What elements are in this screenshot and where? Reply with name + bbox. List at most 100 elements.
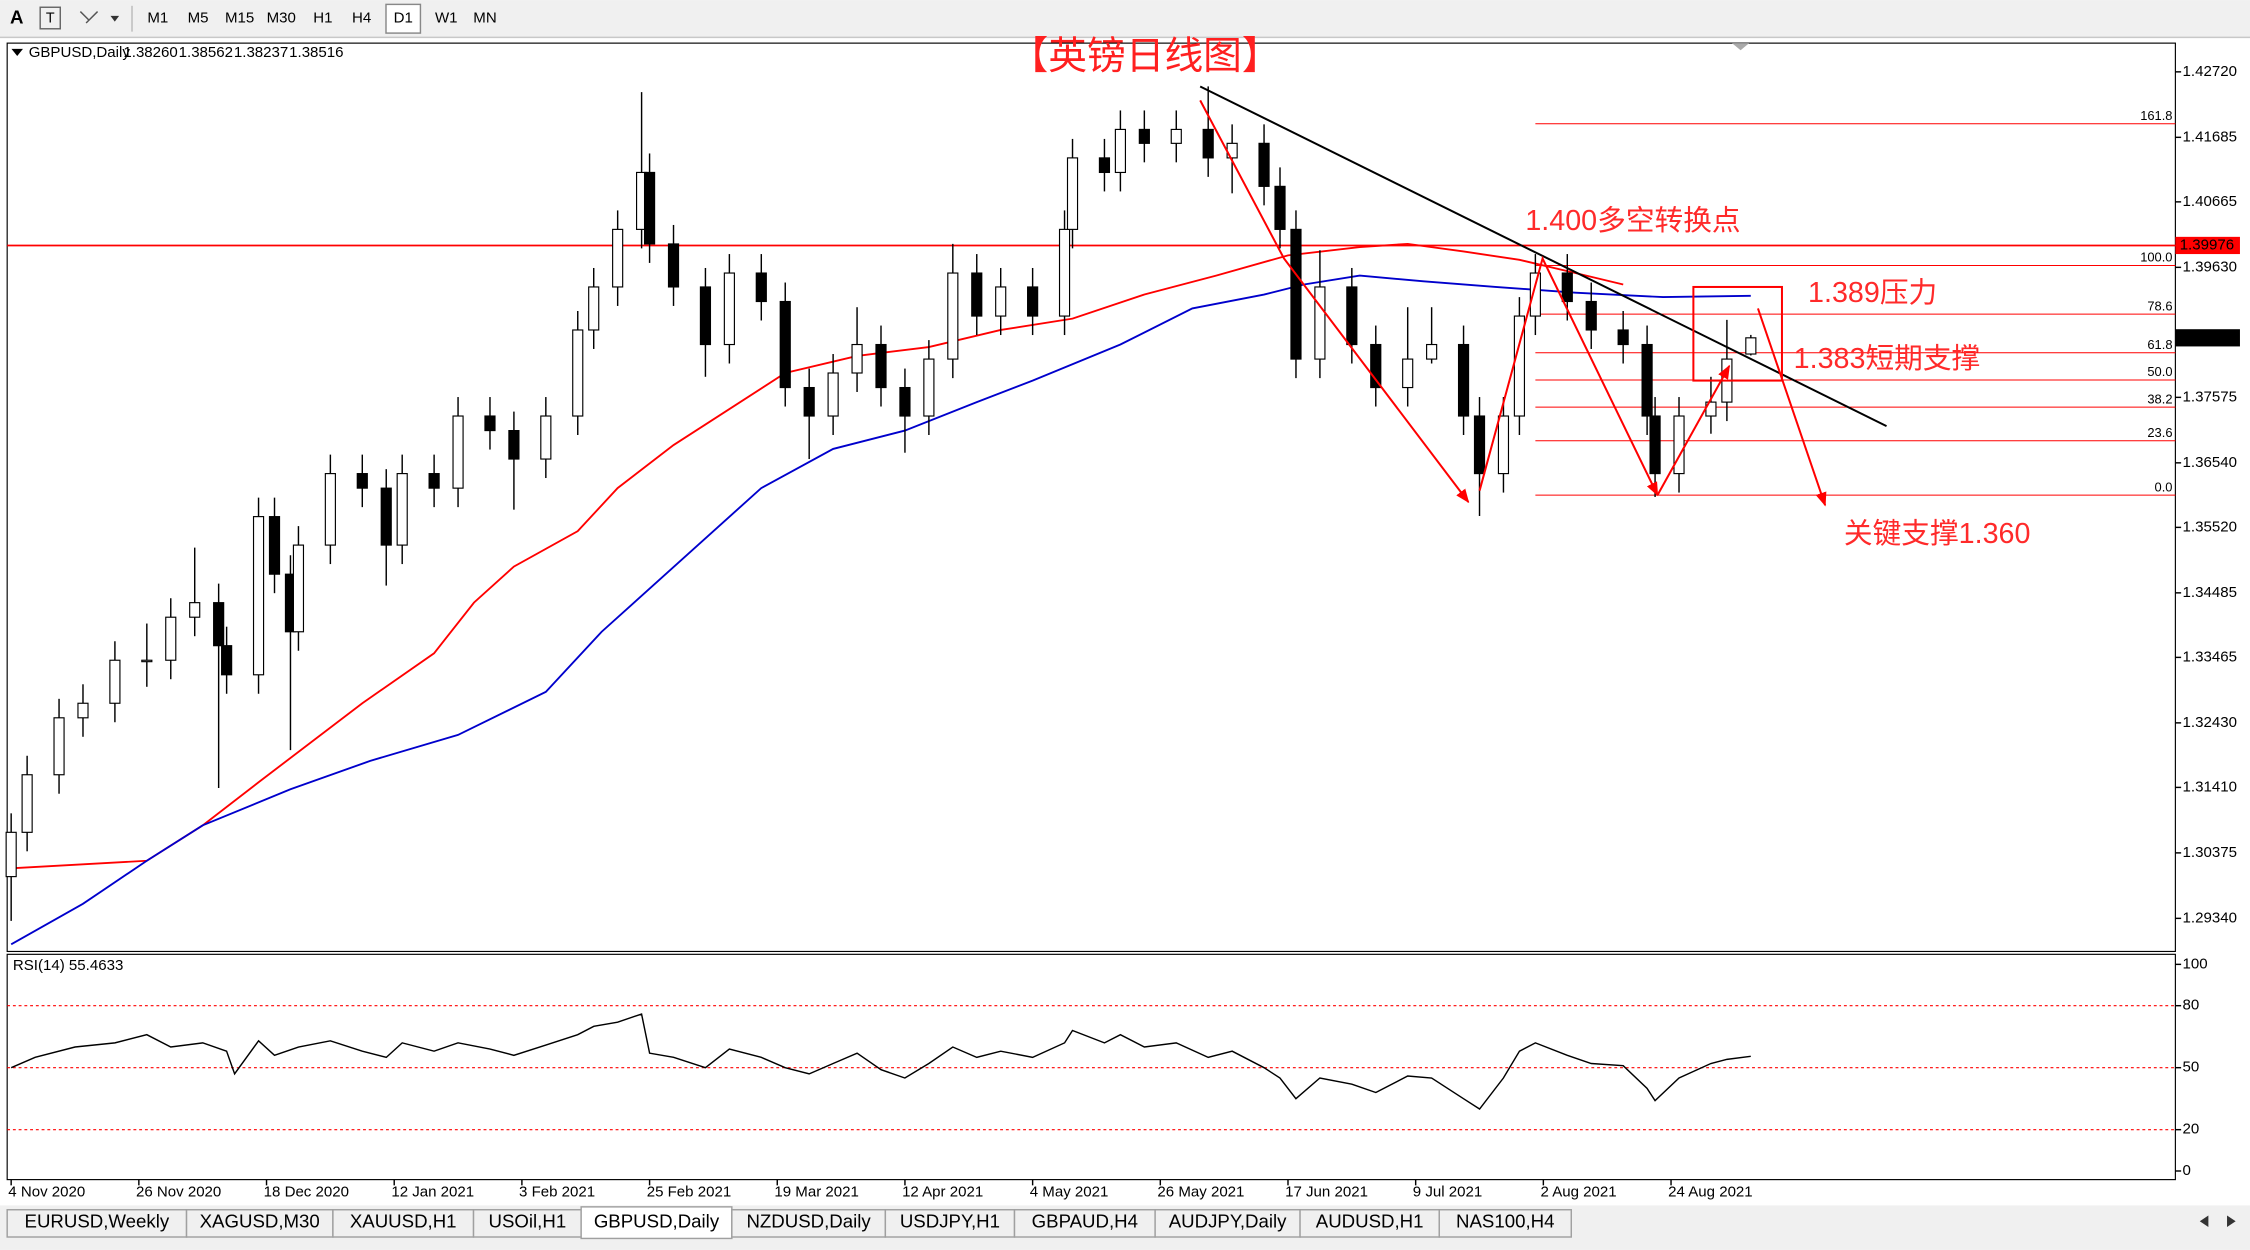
timeframe-button[interactable]: MN [473, 10, 496, 27]
y-tick-label: 1.42720 [2183, 63, 2237, 80]
tab[interactable] [580, 1206, 733, 1240]
candle-body [109, 659, 121, 704]
tab-label[interactable]: USOil,H1 [489, 1211, 567, 1232]
fibo-label: 161.8 [2140, 108, 2172, 123]
tab-label[interactable]: AUDUSD,H1 [1316, 1211, 1424, 1232]
timeframe-button[interactable]: M30 [267, 10, 296, 27]
candle-body [1170, 128, 1182, 144]
candle-body [899, 386, 911, 417]
trend-line [1199, 85, 1887, 428]
candle-body [1058, 228, 1071, 317]
timeframe-button[interactable]: M1 [147, 10, 168, 27]
scroll-left-icon[interactable] [2199, 1215, 2212, 1227]
candle-body [995, 286, 1007, 317]
candle-body [1649, 415, 1661, 475]
timeframe-button[interactable]: M15 [225, 10, 254, 27]
tab-label[interactable]: EURUSD,Weekly [25, 1211, 170, 1232]
toolbar: A T M1 M5 M15 M30 H1 H4 D1 W1 MN [0, 0, 2250, 39]
annotation: 1.389压力 [1808, 277, 1937, 309]
y-tick-label: 1.36540 [2183, 454, 2237, 471]
candle-body [572, 329, 584, 417]
fibo-label: 50.0 [2147, 364, 2172, 379]
timeframe-button[interactable]: W1 [435, 10, 458, 27]
y-tick-label: 1.41685 [2183, 128, 2237, 145]
candle-body [1457, 343, 1470, 417]
candle-body [213, 602, 225, 647]
candle-body [971, 272, 983, 317]
x-tick-label: 24 Aug 2021 [1668, 1184, 1753, 1201]
candle-body [827, 372, 839, 417]
candle-body [803, 386, 815, 417]
tab[interactable] [1438, 1209, 1572, 1238]
tab-label[interactable]: GBPAUD,H4 [1032, 1211, 1138, 1232]
candle-body [779, 300, 791, 389]
fibo-label: 38.2 [2147, 391, 2172, 406]
y-tick-label: 1.32430 [2183, 714, 2237, 731]
fibo-label: 23.6 [2147, 425, 2172, 440]
candle-body [1561, 272, 1573, 303]
x-tick-label: 4 Nov 2020 [8, 1184, 85, 1201]
candle-body [1641, 343, 1653, 417]
candle-body [643, 171, 656, 245]
tab[interactable] [1013, 1209, 1156, 1238]
candle-body [923, 358, 935, 417]
candle-body [588, 286, 600, 331]
objects-icon[interactable] [79, 11, 99, 24]
scroll-right-icon[interactable] [2227, 1215, 2236, 1227]
fibo-label: 0.0 [2155, 479, 2173, 494]
x-tick-label: 3 Feb 2021 [519, 1184, 595, 1201]
fibo-label: 61.8 [2147, 337, 2172, 352]
candle-body [53, 717, 65, 776]
timeframe-active-bg [385, 3, 422, 34]
candle-body [947, 272, 959, 360]
x-tick-label: 19 Mar 2021 [774, 1184, 858, 1201]
tab-label[interactable]: AUDJPY,Daily [1169, 1211, 1287, 1232]
candle-body [1138, 128, 1150, 144]
y-tick-label: 1.39630 [2183, 258, 2237, 275]
x-tick-label: 17 Jun 2021 [1285, 1184, 1368, 1201]
tab-label[interactable]: NZDUSD,Daily [746, 1211, 871, 1232]
candle-body [292, 544, 305, 633]
tab[interactable] [6, 1209, 188, 1238]
candle-body [1202, 128, 1214, 159]
arrow-line [1757, 308, 1827, 507]
font-button[interactable]: A [10, 7, 23, 28]
y-tick-label: 1.40665 [2183, 193, 2237, 210]
candle-body [667, 243, 680, 288]
x-tick-label: 18 Dec 2020 [264, 1184, 349, 1201]
tab-label[interactable]: XAGUSD,M30 [200, 1211, 320, 1232]
candle-body [1370, 343, 1382, 389]
candle-body [851, 343, 863, 374]
text-tool-icon[interactable] [39, 6, 61, 30]
tab-label[interactable]: GBPUSD,Daily [594, 1211, 720, 1232]
tab-label[interactable]: XAUUSD,H1 [350, 1211, 457, 1232]
annotation: 1.383短期支撑 [1794, 343, 1981, 375]
fibo-label: 78.6 [2147, 298, 2172, 313]
timeframe-button[interactable]: H4 [352, 10, 371, 27]
y-tick-label: 0 [2183, 1162, 2191, 1179]
tab[interactable] [185, 1209, 334, 1238]
tab[interactable] [731, 1209, 887, 1238]
y-tick-label: 1.34485 [2183, 584, 2237, 601]
symbol-menu-icon[interactable] [11, 48, 23, 57]
candle-body [1098, 157, 1111, 174]
chart-title: 【英镑日线图】 [1010, 35, 1281, 78]
candle-body [221, 645, 233, 676]
current-price-box [2175, 329, 2240, 347]
tab-label[interactable]: NAS100,H4 [1456, 1211, 1554, 1232]
timeframe-button[interactable]: H1 [313, 10, 332, 27]
y-tick-label: 1.31410 [2183, 778, 2237, 795]
price-box-label: 1.39976 [2180, 236, 2234, 253]
tab[interactable] [1154, 1209, 1301, 1238]
dropdown-icon[interactable] [110, 15, 120, 22]
candle-body [1274, 185, 1286, 230]
tab-label[interactable]: USDJPY,H1 [900, 1211, 1000, 1232]
tab[interactable] [472, 1209, 582, 1238]
candle-body [428, 473, 440, 489]
y-tick-label: 20 [2183, 1121, 2200, 1138]
timeframe-button[interactable]: D1 [394, 10, 413, 27]
candle-body [508, 430, 520, 460]
timeframe-button[interactable]: M5 [188, 10, 209, 27]
arrow-line [1199, 99, 1470, 504]
